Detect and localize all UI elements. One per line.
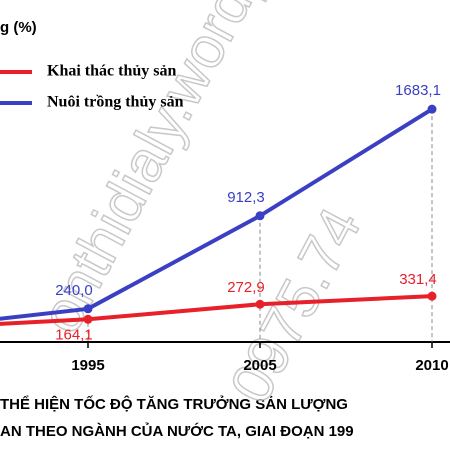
data-label: 164,1: [55, 326, 93, 343]
legend-label: Khai thác thủy sản: [47, 63, 176, 80]
data-label: 331,4: [399, 271, 437, 288]
x-tick-label: 1995: [71, 357, 104, 374]
line: [0, 294, 433, 326]
x-tick-label: 2010: [415, 357, 448, 374]
y-axis-label: g (%): [0, 19, 37, 36]
chart-title: AN THEO NGÀNH CỦA NƯỚC TA, GIAI ĐOẠN 199: [0, 422, 354, 440]
legend-label: Nuôi trồng thủy sản: [47, 94, 184, 111]
x-tick-label: 2005: [243, 357, 276, 374]
point: [255, 211, 265, 221]
data-label: 272,9: [227, 279, 265, 296]
point: [255, 299, 265, 309]
data-label: 912,3: [227, 189, 265, 206]
chart-title: THỂ HIỆN TỐC ĐỘ TĂNG TRƯỞNG SẢN LƯỢNG: [0, 395, 348, 413]
point: [427, 104, 437, 114]
line: [0, 107, 434, 321]
point: [83, 314, 93, 324]
data-label: 1683,1: [395, 82, 441, 99]
point: [83, 304, 93, 314]
data-label: 240,0: [55, 282, 93, 299]
point: [427, 291, 437, 301]
